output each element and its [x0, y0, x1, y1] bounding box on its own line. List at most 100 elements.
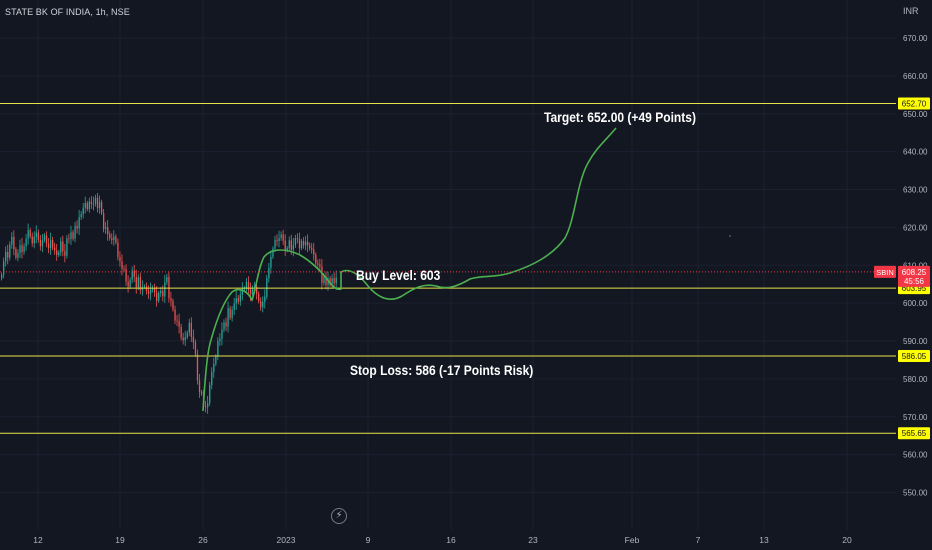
candle-body [9, 244, 11, 258]
candle-body [260, 301, 262, 308]
y-tick-label: 590.00 [903, 337, 928, 346]
candle-body [241, 288, 244, 295]
candle-body [74, 225, 76, 239]
candle-body [237, 298, 239, 302]
candle-body [156, 292, 158, 301]
x-tick-label: Feb [625, 535, 640, 545]
x-tick-label: 20 [842, 535, 852, 545]
candle-body [121, 261, 123, 269]
candle-body [76, 225, 78, 229]
grid-layer [0, 0, 896, 530]
candle-body [309, 245, 311, 248]
y-tick-label: 630.00 [903, 186, 928, 195]
candle-body [319, 264, 321, 267]
candle-body [35, 232, 37, 237]
stray-dot [729, 235, 731, 237]
candle-body [278, 237, 280, 242]
time-axis[interactable]: 12 19 26 2023 9 16 23 Feb 7 13 20 [33, 535, 852, 545]
candle-body [304, 241, 307, 246]
candle-body [13, 236, 15, 250]
candle-body [68, 238, 70, 240]
candle-body [235, 298, 237, 304]
candle-body [109, 234, 111, 238]
candle-body [111, 237, 113, 240]
target-annotation[interactable]: Target: 652.00 (+49 Points) [544, 109, 697, 125]
candle-body [213, 364, 215, 373]
candle-body [58, 252, 60, 256]
y-tick-label: 570.00 [903, 413, 928, 422]
candle-body [123, 268, 125, 270]
y-tick-label: 620.00 [903, 223, 928, 232]
candle-body [117, 242, 119, 257]
candle-body [256, 286, 258, 294]
x-tick-label: 7 [696, 535, 701, 545]
candle-body [323, 276, 325, 284]
level-lines-layer [0, 103, 896, 434]
candle-body [115, 236, 117, 243]
buy-level-annotation[interactable]: Buy Level: 603 [356, 267, 441, 283]
candle-body [302, 241, 305, 246]
symbol-title[interactable]: STATE BK OF INDIA, 1h, NSE [5, 7, 130, 17]
candle-body [162, 291, 164, 297]
candle-body [107, 227, 109, 235]
price-axis[interactable]: 550.00 560.00 570.00 580.00 590.00 600.00 610.… [903, 34, 928, 498]
candle-body [176, 320, 178, 322]
symbol-tag-label: SBIN [876, 268, 894, 277]
candle-body [158, 293, 160, 301]
candle-body [317, 263, 319, 265]
candle-body [329, 278, 331, 285]
candle-body [113, 236, 115, 240]
candle-body [227, 308, 229, 327]
lightning-icon[interactable]: ⚡ [331, 508, 347, 524]
candle-body [29, 230, 31, 237]
candle-body [219, 338, 221, 341]
candle-body [233, 303, 235, 310]
candle-body [231, 309, 233, 318]
candle-body [188, 322, 190, 333]
candle-body [247, 281, 250, 290]
candle-body [131, 270, 133, 280]
candle-body [200, 392, 203, 394]
candle-body [266, 278, 268, 297]
candle-body [178, 320, 180, 327]
x-tick-label: 26 [198, 535, 208, 545]
candle-body [98, 201, 101, 209]
candle-body [168, 276, 170, 299]
candle-body [56, 250, 58, 256]
candle-body [103, 212, 105, 229]
y-tick-label: 650.00 [903, 110, 928, 119]
candle-body [135, 276, 137, 288]
candle-body [207, 403, 209, 408]
candle-body [229, 308, 231, 318]
stop-loss-annotation[interactable]: Stop Loss: 586 (-17 Points Risk) [350, 362, 534, 378]
candle-body [86, 203, 88, 210]
candle-body [19, 245, 21, 254]
candle-body [129, 279, 131, 287]
candle-body [72, 232, 74, 239]
y-tick-label: 550.00 [903, 489, 928, 498]
candle-body [96, 197, 99, 209]
candle-body [94, 197, 97, 204]
candle-body [217, 341, 219, 357]
price-tag [898, 265, 930, 287]
candle-body [170, 298, 172, 301]
candle-body [335, 277, 337, 284]
candle-body [221, 329, 223, 339]
candle-body [45, 235, 48, 244]
candle-body [62, 241, 64, 252]
candle-body [147, 291, 150, 294]
candle-body [243, 288, 246, 290]
candle-body [3, 261, 5, 275]
candle-body [274, 239, 276, 249]
candle-body [151, 288, 154, 290]
candle-body [196, 354, 199, 381]
candle-body [139, 277, 142, 290]
candle-body [105, 227, 107, 229]
candle-body [211, 372, 213, 385]
x-tick-label: 13 [759, 535, 769, 545]
candle-body [294, 237, 297, 246]
price-tag-value: 608.25 [902, 268, 927, 277]
level-tag-label: 586.05 [902, 352, 927, 361]
